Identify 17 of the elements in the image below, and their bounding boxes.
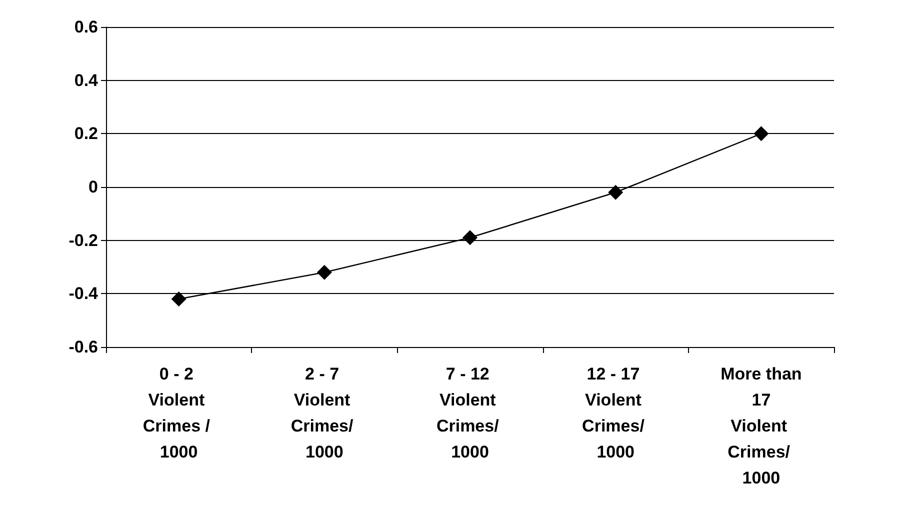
x-tick-label: 0 - 2 Violent Crimes / 1000 bbox=[142, 364, 215, 462]
x-tick-label: 7 - 12 Violent Crimes/ 1000 bbox=[436, 364, 504, 462]
point bbox=[608, 184, 624, 200]
y-tick-label: 0 bbox=[88, 178, 98, 196]
y-tick-label: 0.4 bbox=[74, 70, 99, 90]
point bbox=[316, 264, 332, 280]
point bbox=[754, 126, 769, 142]
point bbox=[462, 230, 478, 246]
x-tick-label: More than 17 Violent Crimes/ 1000 bbox=[720, 364, 802, 488]
x-tick-label: 12 - 17 Violent Crimes/ 1000 bbox=[582, 364, 650, 462]
y-tick-label: -0.6 bbox=[68, 338, 98, 356]
y-tick-label: -0.4 bbox=[68, 284, 99, 304]
x-tick-label: 2 - 7 Violent Crimes/ 1000 bbox=[290, 364, 358, 462]
y-tick-label: 0.6 bbox=[74, 18, 98, 36]
point bbox=[171, 292, 186, 306]
y-tick-label: -0.2 bbox=[68, 230, 98, 250]
y-tick-label: 0.2 bbox=[74, 124, 98, 144]
